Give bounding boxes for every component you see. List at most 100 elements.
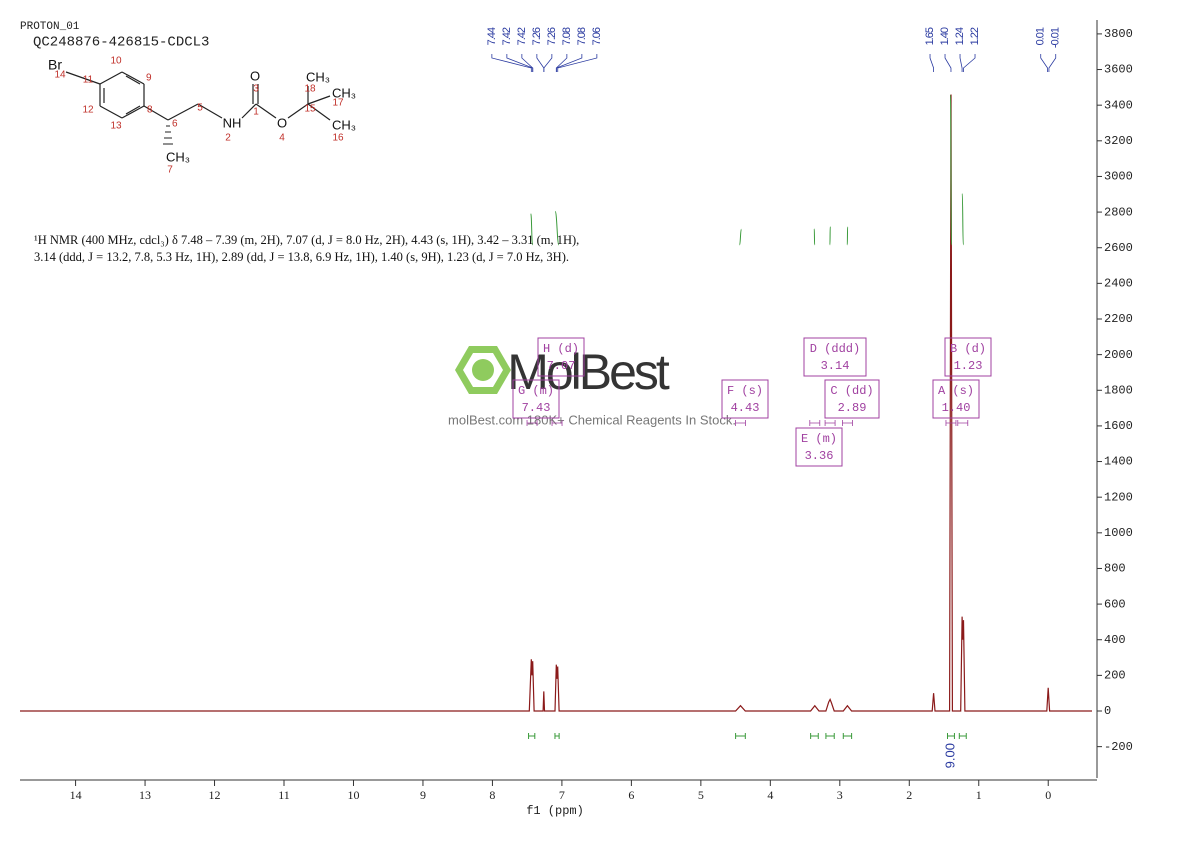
y-tick-label: 1200 bbox=[1104, 490, 1133, 504]
multiplet-value: 7.43 bbox=[522, 401, 551, 415]
multiplet-marker bbox=[551, 420, 563, 426]
y-tick-label: 2600 bbox=[1104, 241, 1133, 255]
peak-label-leader bbox=[944, 54, 952, 72]
x-tick-label: 1 bbox=[976, 788, 982, 802]
multiplet-box bbox=[944, 337, 992, 377]
multiplet-marker bbox=[824, 420, 836, 426]
peak-label: 7.06 bbox=[591, 27, 603, 45]
multiplet-label: B (d) bbox=[950, 342, 986, 356]
atom-label: 10 bbox=[110, 56, 122, 67]
x-tick-label: 10 bbox=[347, 788, 359, 802]
chart-title: PROTON_01 bbox=[20, 21, 80, 33]
peak-label-leader bbox=[929, 54, 934, 72]
multiplet-value: 3.14 bbox=[821, 359, 850, 373]
atom-label: 3 bbox=[253, 84, 259, 95]
nmr-description: ¹H NMR (400 MHz, cdcl₃) δ 7.48 – 7.39 (m… bbox=[34, 233, 580, 264]
multiplet-box bbox=[824, 379, 880, 419]
x-tick-label: 8 bbox=[489, 788, 495, 802]
multiplet-value: 3.36 bbox=[805, 449, 834, 463]
peak-label: 7.08 bbox=[561, 27, 573, 45]
integral-bracket bbox=[735, 733, 746, 739]
peak-label-leader bbox=[491, 54, 532, 72]
x-tick-label: 12 bbox=[209, 788, 221, 802]
multiplet-label: A (s) bbox=[938, 384, 974, 398]
atom-label: CH₃ bbox=[306, 69, 330, 84]
integral-curve bbox=[961, 192, 964, 246]
integral-bracket bbox=[528, 733, 536, 739]
watermark-logo-icon bbox=[455, 346, 511, 394]
y-tick-label: 3000 bbox=[1104, 170, 1133, 184]
y-tick-label: 2000 bbox=[1104, 348, 1133, 362]
integral-curve bbox=[554, 210, 560, 246]
peak-label: 7.26 bbox=[546, 27, 558, 45]
peak-label: 7.42 bbox=[501, 27, 513, 45]
peak-label-leader bbox=[1048, 54, 1057, 72]
multiplet-marker bbox=[526, 420, 538, 426]
integral-curve bbox=[530, 213, 534, 246]
y-tick-label: 1800 bbox=[1104, 383, 1133, 397]
structure-bonds bbox=[65, 71, 331, 145]
peak-label-leader bbox=[557, 54, 598, 72]
y-tick-label: 2800 bbox=[1104, 205, 1133, 219]
multiplet-marker bbox=[735, 420, 746, 426]
atom-label: 13 bbox=[110, 121, 122, 132]
peak-label: 1.65 bbox=[924, 27, 936, 45]
y-tick-label: 2200 bbox=[1104, 312, 1133, 326]
atom-label: O bbox=[250, 68, 260, 83]
integral-value: 9.00 bbox=[942, 743, 957, 768]
atom-label: 14 bbox=[54, 70, 66, 81]
multiplet-marker bbox=[957, 420, 969, 426]
y-tick-label: 1600 bbox=[1104, 419, 1133, 433]
multiplet-label: G (m) bbox=[518, 384, 554, 398]
atom-label: 11 bbox=[83, 75, 94, 86]
y-tick-label: -200 bbox=[1104, 740, 1133, 754]
atom-label: CH₃ bbox=[166, 149, 190, 164]
x-tick-label: 4 bbox=[767, 788, 773, 802]
atom-label: CH₃ bbox=[332, 117, 356, 132]
x-tick-label: 5 bbox=[698, 788, 704, 802]
y-tick-label: 3600 bbox=[1104, 63, 1133, 77]
x-tick-label: 7 bbox=[559, 788, 565, 802]
atom-label: 2 bbox=[225, 133, 231, 144]
multiplet-marker bbox=[809, 420, 821, 426]
chart-subtitle: QC248876-426815-CDCL3 bbox=[33, 35, 209, 51]
watermark-logo: MolBest bbox=[507, 344, 670, 400]
atom-label: CH₃ bbox=[332, 85, 356, 100]
x-axis-label: f1 (ppm) bbox=[526, 804, 584, 818]
multiplet-box bbox=[537, 337, 585, 377]
atom-label: 16 bbox=[332, 133, 344, 144]
y-tick-label: 200 bbox=[1104, 669, 1126, 683]
atom-label: 18 bbox=[304, 84, 316, 95]
integral-bracket bbox=[825, 733, 835, 739]
atom-label: O bbox=[277, 115, 287, 130]
y-tick-label: 600 bbox=[1104, 597, 1126, 611]
peak-label-leader bbox=[963, 54, 976, 72]
x-tick-label: 9 bbox=[420, 788, 426, 802]
atom-label: 9 bbox=[146, 73, 152, 84]
atom-label: 8 bbox=[147, 105, 153, 116]
y-tick-label: 1000 bbox=[1104, 526, 1133, 540]
peak-label: 1.22 bbox=[969, 27, 981, 45]
x-tick-label: 11 bbox=[278, 788, 290, 802]
multiplet-box bbox=[795, 427, 843, 467]
y-tick-label: 400 bbox=[1104, 633, 1126, 647]
spectrum-line bbox=[20, 94, 1092, 712]
peak-label: -0.01 bbox=[1050, 27, 1062, 48]
peak-label: 7.26 bbox=[531, 27, 543, 45]
multiplet-value: 4.43 bbox=[731, 401, 760, 415]
multiplet-value: 2.89 bbox=[838, 401, 867, 415]
peak-label-leader bbox=[536, 54, 545, 72]
multiplet-box bbox=[932, 379, 980, 419]
peak-label-leader bbox=[521, 54, 534, 72]
multiplet-value: 7.07 bbox=[547, 359, 576, 373]
atom-label: NH bbox=[223, 115, 242, 130]
y-tick-label: 3400 bbox=[1104, 98, 1133, 112]
peak-label-leader bbox=[1040, 54, 1048, 72]
integral-curve bbox=[739, 228, 742, 246]
atom-label: 15 bbox=[304, 104, 316, 115]
x-tick-label: 2 bbox=[906, 788, 912, 802]
integral-bracket bbox=[842, 733, 853, 739]
peak-label: 1.40 bbox=[939, 27, 951, 45]
